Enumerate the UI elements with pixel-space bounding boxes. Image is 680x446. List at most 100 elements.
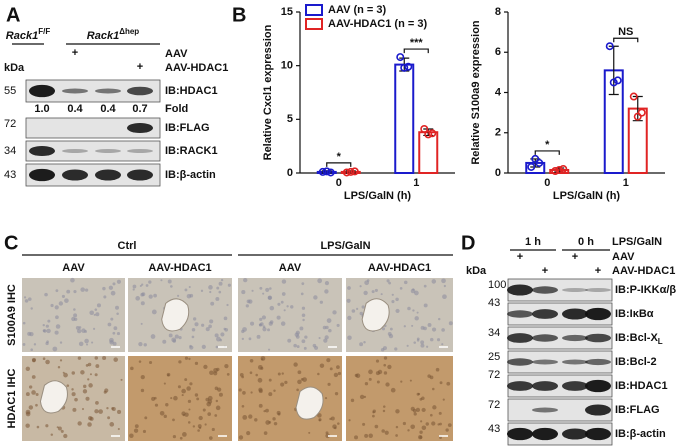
ihc-nucleus	[439, 381, 443, 385]
blot-label-main: IB:HDAC1	[615, 380, 668, 392]
band	[532, 334, 558, 342]
ihc-nucleus	[111, 407, 116, 412]
ihc-nucleus	[249, 358, 254, 363]
ihc-nucleus	[336, 365, 340, 369]
ihc-nucleus	[395, 425, 399, 429]
ihc-nucleus	[420, 343, 425, 348]
band	[29, 168, 55, 182]
ihc-nucleus	[192, 317, 197, 321]
plus-sign: +	[137, 61, 143, 73]
ihc-nucleus	[94, 356, 99, 360]
ihc-nucleus	[324, 397, 328, 400]
ihc-nucleus	[179, 436, 183, 440]
band	[532, 427, 558, 441]
band	[532, 381, 558, 391]
ihc-nucleus	[332, 310, 337, 315]
significance-bracket	[326, 162, 352, 167]
ihc-nucleus	[322, 325, 327, 330]
ihc-nucleus	[112, 341, 117, 346]
ihc-nucleus	[243, 277, 248, 283]
ihc-nucleus	[391, 300, 395, 304]
ihc-nucleus	[324, 335, 329, 340]
ihc-nucleus	[159, 410, 165, 416]
ihc-nucleus	[443, 284, 447, 288]
time-label: 1 h	[525, 236, 541, 248]
genotype-sup: F/F	[38, 27, 50, 36]
ihc-nucleus	[144, 416, 148, 420]
ihc-nucleus	[220, 332, 225, 337]
ihc-nucleus	[273, 389, 276, 392]
ihc-nucleus	[187, 399, 192, 404]
ihc-nucleus	[375, 359, 380, 363]
ihc-nucleus	[91, 341, 94, 344]
ihc-nucleus	[265, 287, 270, 292]
blot-label: IB:P-IKKα/β	[615, 284, 676, 296]
ihc-nucleus	[188, 357, 191, 361]
y-tick-label: 0	[495, 167, 501, 179]
ihc-nucleus	[94, 373, 98, 377]
ihc-nucleus	[170, 285, 173, 288]
ihc-nucleus	[106, 406, 109, 410]
marker-label: 72	[488, 399, 500, 411]
x-tick-label: 0	[336, 177, 342, 189]
ihc-nucleus	[187, 421, 191, 424]
ihc-nucleus	[426, 345, 429, 348]
kda-label: kDa	[466, 265, 487, 277]
ihc-nucleus	[260, 356, 266, 361]
ihc-nucleus	[348, 419, 351, 422]
column-label: AAV-HDAC1	[368, 262, 431, 274]
ihc-nucleus	[109, 337, 114, 343]
ihc-nucleus	[182, 432, 187, 437]
ihc-nucleus	[73, 313, 78, 318]
data-point	[322, 167, 331, 176]
plus-sign: +	[595, 265, 601, 277]
ihc-nucleus	[326, 358, 331, 363]
ihc-nucleus	[224, 327, 229, 332]
ihc-nucleus	[188, 408, 191, 411]
ihc-nucleus	[372, 414, 375, 418]
y-tick-label: 2	[495, 127, 501, 139]
ihc-nucleus	[73, 317, 78, 322]
ihc-nucleus	[251, 289, 254, 292]
ihc-nucleus	[388, 281, 392, 285]
ihc-nucleus	[432, 405, 437, 410]
legend-label: AAV (n = 3)	[328, 4, 387, 16]
x-axis-label: LPS/GalN (h)	[344, 190, 412, 202]
ihc-nucleus	[203, 364, 208, 370]
ihc-nucleus	[86, 343, 89, 346]
ihc-nucleus	[60, 429, 64, 433]
ihc-nucleus	[154, 403, 159, 407]
ihc-nucleus	[436, 338, 441, 342]
ihc-nucleus	[206, 401, 212, 407]
ihc-nucleus	[419, 430, 423, 434]
data-point	[555, 165, 564, 174]
marker-label: 34	[488, 327, 500, 339]
ihc-nucleus	[293, 343, 297, 348]
ihc-nucleus	[318, 336, 321, 340]
ihc-nucleus	[300, 377, 304, 381]
ihc-nucleus	[394, 347, 398, 351]
y-tick-label: 15	[281, 6, 293, 18]
ihc-nucleus	[207, 412, 212, 416]
ihc-nucleus	[317, 413, 322, 418]
ihc-nucleus	[80, 370, 85, 375]
ihc-nucleus	[324, 281, 330, 286]
ihc-nucleus	[380, 293, 383, 296]
row-label: AAV-HDAC1	[612, 265, 675, 277]
ihc-nucleus	[55, 324, 61, 329]
ihc-nucleus	[356, 307, 359, 310]
marker-label: 34	[4, 145, 16, 157]
ihc-nucleus	[258, 403, 263, 408]
ihc-nucleus	[78, 326, 82, 329]
ihc-nucleus	[202, 408, 206, 412]
data-point	[559, 164, 568, 173]
blot-label-main: IB:P-IKKα/β	[615, 284, 676, 296]
fold-label: Fold	[165, 103, 188, 115]
ihc-nucleus	[262, 325, 266, 328]
ihc-nucleus	[301, 339, 306, 344]
time-axis-label: LPS/GalN	[612, 236, 662, 248]
ihc-nucleus	[209, 370, 214, 376]
data-point	[613, 76, 622, 85]
ihc-nucleus	[332, 424, 337, 429]
ihc-nucleus	[287, 338, 292, 343]
